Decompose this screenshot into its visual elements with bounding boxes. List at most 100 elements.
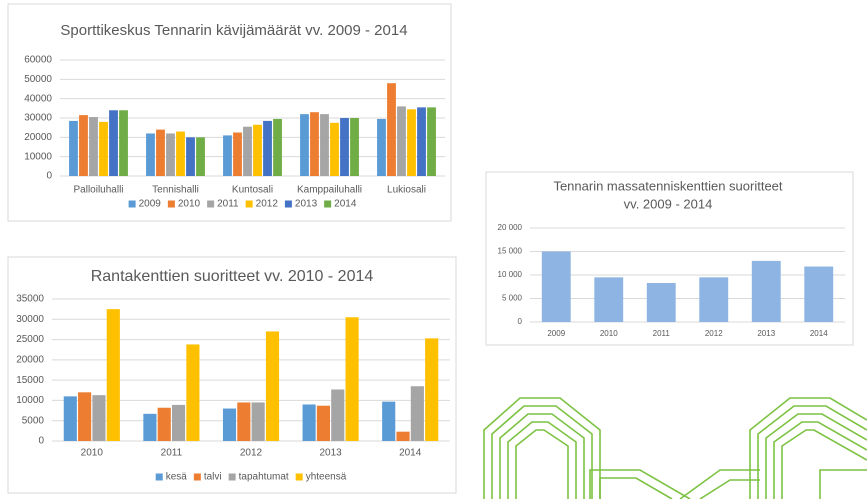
bar	[69, 120, 78, 176]
legend-label: yhteensä	[306, 472, 347, 483]
bar	[340, 118, 349, 176]
bar	[172, 404, 186, 441]
bar	[427, 107, 436, 176]
x-tick-label: 2014	[399, 448, 422, 459]
bar	[119, 110, 128, 176]
y-tick-label: 15000	[16, 375, 44, 386]
x-tick-label: Kamppailuhalli	[297, 185, 362, 196]
x-tick-label: 2011	[653, 329, 671, 338]
bar	[79, 115, 88, 176]
bar	[263, 120, 272, 176]
x-tick-label: 2010	[81, 448, 104, 459]
legend-label: kesä	[166, 472, 188, 483]
y-tick-label: 35000	[16, 294, 44, 305]
chart-title: vv. 2009 - 2014	[624, 196, 713, 211]
bar	[166, 133, 175, 176]
bar	[243, 126, 252, 176]
chart-frame	[7, 3, 452, 222]
bar	[253, 124, 262, 176]
y-tick-label: 25000	[16, 334, 44, 345]
y-tick-label: 50000	[24, 74, 52, 85]
bar	[330, 122, 339, 176]
bar	[410, 386, 424, 441]
x-tick-label: 2014	[810, 329, 828, 338]
bar	[186, 344, 200, 441]
bar	[397, 106, 406, 176]
bar	[541, 251, 571, 322]
x-tick-label: 2013	[757, 329, 775, 338]
bar	[407, 109, 416, 176]
legend-label: 2010	[178, 199, 201, 210]
bar	[396, 431, 410, 441]
bar	[63, 396, 77, 441]
y-tick-label: 40000	[24, 93, 52, 104]
x-tick-label: 2012	[240, 448, 263, 459]
chart: Rantakenttien suoritteet vv. 2010 - 2014…	[7, 256, 457, 494]
bar	[233, 132, 242, 176]
bar	[331, 389, 345, 441]
bar	[223, 135, 232, 176]
bar	[425, 338, 439, 441]
chart-frame	[7, 256, 457, 494]
bar	[106, 309, 120, 441]
legend-swatch	[228, 473, 236, 481]
y-tick-label: 20000	[24, 132, 52, 143]
legend-swatch	[284, 200, 292, 208]
legend-label: 2013	[295, 199, 318, 210]
bar	[78, 392, 92, 441]
bar	[196, 137, 205, 176]
bar	[417, 107, 426, 176]
x-tick-label: 2013	[319, 448, 342, 459]
x-tick-label: Tennishalli	[152, 185, 199, 196]
y-tick-label: 20 000	[498, 223, 523, 232]
bar	[222, 408, 237, 441]
x-tick-label: 2012	[705, 329, 723, 338]
chart: Tennarin massatenniskenttien suoritteet v…	[485, 171, 854, 346]
x-tick-label: Palloiluhalli	[73, 185, 123, 196]
bar	[237, 402, 251, 441]
y-tick-label: 10000	[24, 151, 52, 162]
legend: kesä talvi tapahtumat yhteensä	[155, 472, 347, 483]
y-tick-label: 5 000	[502, 294, 523, 303]
y-tick-label: 30000	[24, 113, 52, 124]
bar	[345, 317, 359, 441]
bar	[143, 413, 157, 441]
y-tick-label: 60000	[24, 55, 52, 66]
bar	[146, 133, 155, 176]
bar	[89, 117, 98, 176]
legend-label: talvi	[204, 472, 222, 483]
bar	[265, 331, 280, 441]
bar	[251, 402, 265, 441]
chart-title: Sporttikeskus Tennarin kävijämäärät vv. …	[60, 22, 407, 39]
bar	[176, 131, 185, 176]
legend-swatch	[207, 200, 215, 208]
y-tick-label: 20000	[16, 354, 44, 365]
legend-label: 2012	[256, 199, 279, 210]
x-tick-label: Lukiosali	[387, 185, 426, 196]
bar	[109, 110, 118, 176]
bar	[99, 121, 108, 176]
bar	[316, 405, 330, 441]
y-tick-label: 15 000	[498, 247, 523, 256]
x-tick-label: 2011	[161, 448, 183, 459]
bar	[382, 401, 396, 441]
legend-swatch	[295, 473, 303, 481]
bar	[387, 83, 396, 176]
bar	[594, 277, 624, 322]
y-tick-label: 5000	[22, 415, 45, 426]
decoration	[483, 397, 867, 499]
bar	[157, 407, 171, 441]
legend-swatch	[245, 200, 253, 208]
x-tick-label: Kuntosali	[232, 185, 273, 196]
y-tick-label: 10 000	[498, 270, 523, 279]
x-tick-label: 2010	[600, 329, 618, 338]
chart-title: Tennarin massatenniskenttien suoritteet	[553, 178, 782, 193]
bar	[804, 266, 834, 322]
y-tick-label: 0	[46, 171, 52, 182]
legend-swatch	[167, 200, 175, 208]
bar	[350, 118, 359, 176]
legend-label: tapahtumat	[239, 472, 289, 483]
y-tick-label: 0	[518, 317, 523, 326]
chart: Sporttikeskus Tennarin kävijämäärät vv. …	[7, 3, 452, 222]
